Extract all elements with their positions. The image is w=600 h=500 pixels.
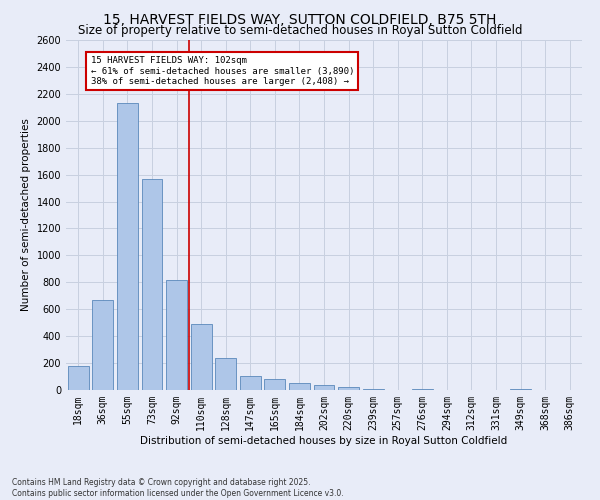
- Bar: [142, 180, 163, 390]
- Bar: [289, 382, 310, 390]
- Bar: [362, 388, 383, 390]
- Bar: [166, 280, 187, 390]
- Bar: [510, 388, 531, 390]
- Y-axis label: Number of semi-detached properties: Number of semi-detached properties: [21, 118, 31, 312]
- Bar: [68, 366, 89, 390]
- Bar: [338, 388, 359, 390]
- Text: 15, HARVEST FIELDS WAY, SUTTON COLDFIELD, B75 5TH: 15, HARVEST FIELDS WAY, SUTTON COLDFIELD…: [103, 12, 497, 26]
- Bar: [314, 386, 334, 390]
- Bar: [215, 358, 236, 390]
- Text: Contains HM Land Registry data © Crown copyright and database right 2025.
Contai: Contains HM Land Registry data © Crown c…: [12, 478, 344, 498]
- Bar: [117, 104, 138, 390]
- X-axis label: Distribution of semi-detached houses by size in Royal Sutton Coldfield: Distribution of semi-detached houses by …: [140, 436, 508, 446]
- Bar: [191, 324, 212, 390]
- Bar: [92, 300, 113, 390]
- Bar: [265, 378, 286, 390]
- Text: Size of property relative to semi-detached houses in Royal Sutton Coldfield: Size of property relative to semi-detach…: [78, 24, 522, 37]
- Bar: [240, 376, 261, 390]
- Text: 15 HARVEST FIELDS WAY: 102sqm
← 61% of semi-detached houses are smaller (3,890)
: 15 HARVEST FIELDS WAY: 102sqm ← 61% of s…: [91, 56, 354, 86]
